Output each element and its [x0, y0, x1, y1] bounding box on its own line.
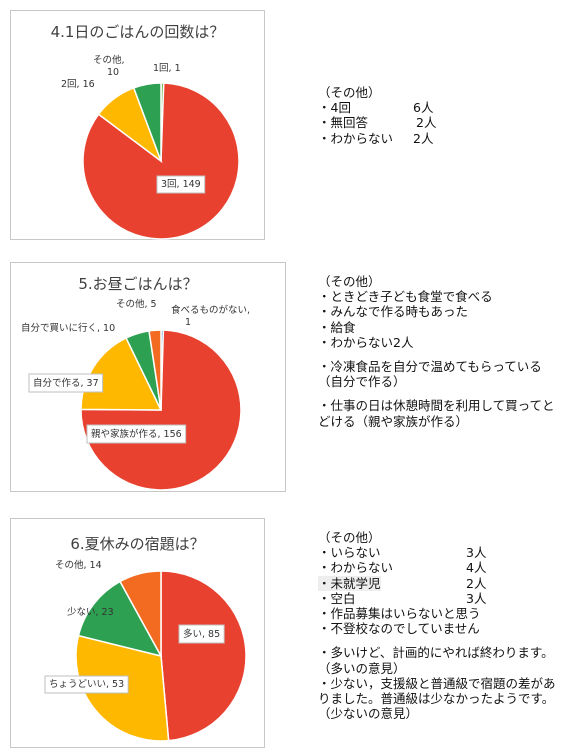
pie-slice-2	[77, 580, 163, 658]
notes-header: （その他）	[318, 530, 381, 545]
chart-title: 5.お昼ごはんは？	[78, 275, 198, 293]
svg-text:食べるものがない,1: 食べるものがない, 1	[171, 304, 250, 328]
pie-slice-4	[148, 329, 162, 411]
pie-slice-3	[132, 82, 162, 162]
svg-text:1回, 1: 1回, 1	[153, 63, 181, 74]
data-label-3: 自分で買いに行く, 10	[21, 322, 115, 334]
data-label-0: 1回, 1	[153, 63, 181, 74]
chart-panel-homework: 6.夏休みの宿題は？ 多い, 85 ちょうどいい, 53 少ない, 23 その他, 1…	[10, 518, 265, 748]
data-label-3: その他, 10	[93, 54, 125, 78]
data-label-2: 自分で作る, 37	[28, 373, 104, 393]
svg-text:ちょうどいい, 53: ちょうどいい, 53	[49, 679, 124, 690]
note-item: ・4回 6人	[318, 100, 434, 116]
data-label-1: 親や家族が作る, 156	[86, 424, 187, 444]
data-label-4: その他, 5	[116, 298, 157, 310]
data-label-1: 3回, 149	[156, 175, 206, 194]
notes-lunch: （その他） ・ときどき子ども食堂で食べる ・みんなで作る時もあった ・給食 ・わ…	[318, 274, 573, 429]
note-line: （多いの意見）	[318, 660, 406, 676]
note-item: ・わからない 2人	[318, 130, 434, 146]
data-label-2: 少ない, 23	[67, 607, 114, 618]
pie-slice-3	[119, 570, 162, 657]
note-line: ・作品募集はいらないと思う	[318, 605, 481, 621]
note-line: （少ないの意見）	[318, 706, 419, 722]
chart-panel-meals: 4.1日のごはんの回数は？ 1回, 1 3回, 149 2回, 16 その他, 10	[10, 10, 265, 240]
svg-text:親や家族が作る, 156: 親や家族が作る, 156	[91, 428, 182, 440]
svg-text:多い, 85: 多い, 85	[183, 628, 220, 640]
svg-text:3回, 149: 3回, 149	[161, 179, 201, 190]
note-item: ・無回答 2人	[318, 115, 437, 131]
note-line: ・みんなで作る時もあった	[318, 304, 469, 320]
svg-text:その他, 14: その他, 14	[55, 559, 102, 571]
pie-chart-homework: 多い, 85 ちょうどいい, 53 少ない, 23 その他, 14	[44, 559, 247, 742]
note-line: ・少ない，支援級と普通級で宿題の差がありました。普通級は少なかったようです。	[318, 675, 556, 706]
note-line: ・わからない2人	[318, 334, 414, 350]
pie-slice-0	[160, 570, 247, 742]
data-label-1: ちょうどいい, 53	[44, 675, 129, 694]
notes-header: （その他）	[318, 274, 381, 289]
chart-title: 4.1日のごはんの回数は？	[50, 23, 225, 41]
note-line: （自分で作る）	[318, 374, 406, 390]
data-label-0: 多い, 85	[178, 624, 225, 644]
data-label-3: その他, 14	[55, 559, 102, 571]
chart-title: 6.夏休みの宿題は？	[70, 535, 205, 553]
note-line: ・多いけど、計画的にやれば終わります。	[318, 645, 554, 661]
svg-text:その他, 5: その他, 5	[116, 298, 157, 310]
notes-meals: （その他） ・4回 6人 ・無回答 2人 ・わからない 2人	[318, 85, 568, 146]
svg-text:2回, 16: 2回, 16	[61, 79, 95, 90]
note-line: どける（親や家族が作る）	[318, 413, 469, 429]
svg-text:自分で買いに行く, 10: 自分で買いに行く, 10	[21, 322, 115, 334]
note-line: ・給食	[318, 319, 356, 335]
note-item: ・空白 3人	[318, 590, 487, 606]
data-label-0: 食べるものがない, 1	[171, 304, 250, 328]
note-item: ・いらない 3人	[318, 545, 487, 561]
svg-text:自分で作る, 37: 自分で作る, 37	[33, 377, 99, 389]
notes-homework: （その他） ・いらない 3人 ・わからない 4人 ・未就学児 2人 ・空白 3人 ・作品…	[318, 530, 573, 721]
svg-text:その他,10: その他, 10	[93, 54, 125, 78]
data-label-2: 2回, 16	[61, 79, 95, 90]
note-line: ・冷凍食品を自分で温めてもらっている	[318, 358, 542, 374]
note-item: ・未就学児 2人	[318, 575, 487, 591]
note-line: ・ときどき子ども食堂で食べる	[318, 289, 493, 305]
note-item: ・わからない 4人	[318, 560, 487, 576]
chart-panel-lunch: 5.お昼ごはんは？ 食べるものがない, 1 親や家族が作る, 156 自分で作る, 3…	[10, 262, 286, 492]
svg-text:少ない, 23: 少ない, 23	[67, 607, 114, 618]
notes-header: （その他）	[318, 85, 381, 100]
pie-chart-lunch: 食べるものがない, 1 親や家族が作る, 156 自分で作る, 37 自分で買いに行く,…	[21, 298, 250, 491]
note-line: ・仕事の日は休憩時間を利用して買ってと	[318, 398, 555, 414]
note-line: ・不登校なのでしていません	[318, 621, 480, 637]
